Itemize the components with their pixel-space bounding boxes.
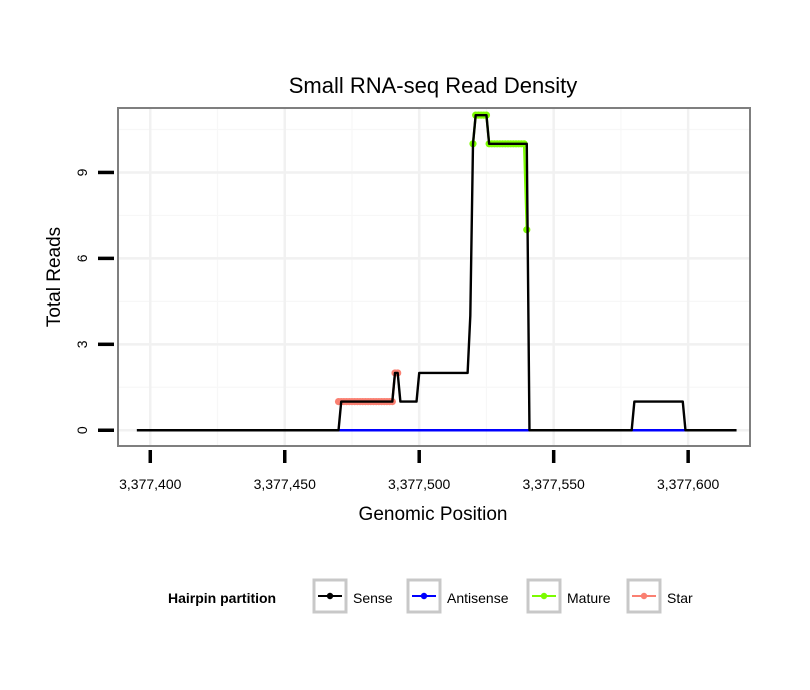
y-axis-title: Total Reads bbox=[44, 227, 65, 327]
y-tick-label: 9 bbox=[74, 168, 90, 176]
x-tick-label: 3,377,500 bbox=[388, 476, 450, 492]
plot-panel-background bbox=[118, 108, 750, 446]
x-axis-ticks: 3,377,400 3,377,450 3,377,500 3,377,550 3,37… bbox=[119, 450, 719, 492]
legend-label-star: Star bbox=[667, 590, 693, 606]
legend-item-antisense: Antisense bbox=[406, 578, 509, 614]
series-line-sense bbox=[136, 113, 737, 432]
x-tick-label: 3,377,450 bbox=[254, 476, 316, 492]
y-tick-label: 0 bbox=[74, 426, 90, 434]
legend-key-point-antisense bbox=[420, 592, 428, 600]
y-tick-label: 6 bbox=[74, 254, 90, 262]
plot-panel-border bbox=[117, 107, 751, 447]
legend-label-sense: Sense bbox=[353, 590, 393, 606]
y-axis-ticks: 0 3 6 9 bbox=[74, 168, 114, 434]
legend-label-antisense: Antisense bbox=[447, 590, 509, 606]
x-tick-label: 3,377,550 bbox=[523, 476, 585, 492]
legend-key-point-mature bbox=[540, 592, 548, 600]
x-axis-title: Genomic Position bbox=[359, 504, 508, 525]
legend-title: Hairpin partition bbox=[168, 590, 276, 606]
y-tick-label: 3 bbox=[74, 340, 90, 348]
grid-minor bbox=[118, 108, 750, 446]
series-layer bbox=[136, 111, 737, 432]
legend-key-point-star bbox=[640, 592, 648, 600]
legend-item-sense: Sense bbox=[312, 578, 393, 614]
legend-item-star: Star bbox=[626, 578, 693, 614]
x-tick-label: 3,377,600 bbox=[657, 476, 719, 492]
legend-label-mature: Mature bbox=[567, 590, 611, 606]
legend: Hairpin partition Sense Antisense Mature… bbox=[168, 578, 693, 614]
legend-item-mature: Mature bbox=[526, 578, 611, 614]
chart-title: Small RNA-seq Read Density bbox=[289, 73, 578, 98]
x-tick-label: 3,377,400 bbox=[119, 476, 181, 492]
legend-key-point-sense bbox=[326, 592, 334, 600]
